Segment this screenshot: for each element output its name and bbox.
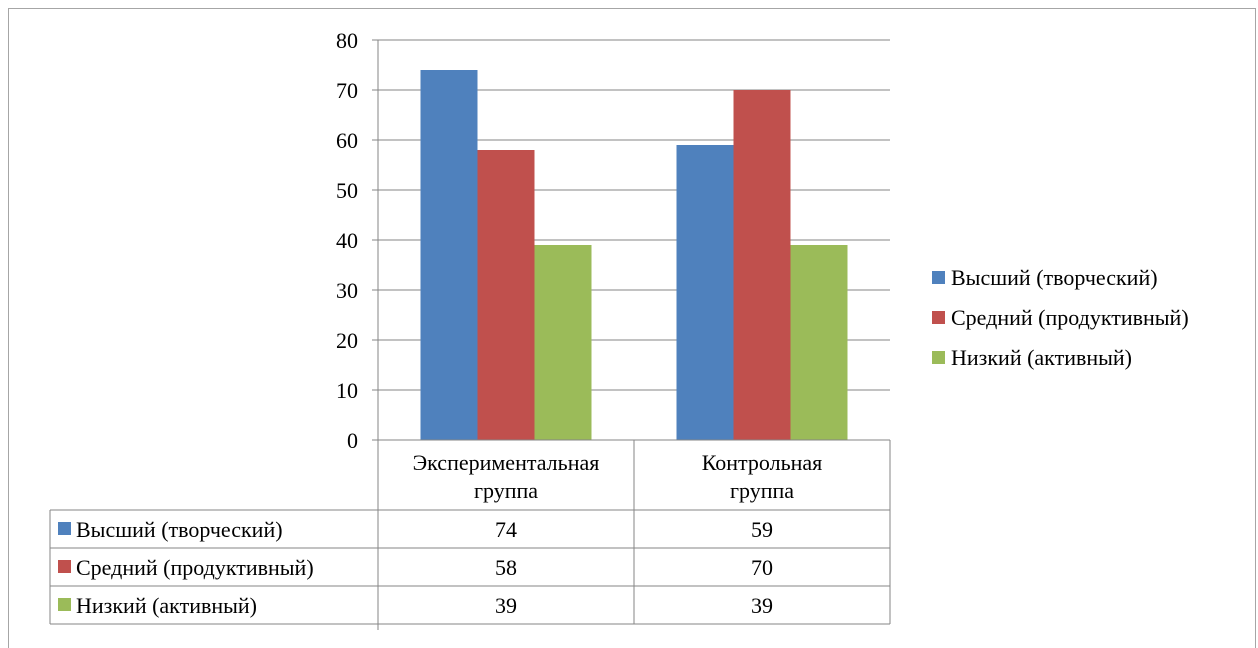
category-label: группа: [730, 478, 794, 503]
data-table: Экспериментальная группа Контрольная группа…: [49, 439, 891, 625]
bar: [676, 145, 734, 440]
chart-frame: [8, 8, 1256, 648]
table-series-label: Низкий (активный): [76, 593, 257, 618]
category-label: Контрольная: [702, 450, 823, 475]
y-tick-label: 70: [336, 78, 358, 103]
legend-label: Средний (продуктивный): [951, 305, 1189, 330]
table-legend-key: [58, 598, 71, 611]
y-tick-label: 0: [347, 428, 358, 453]
bars: [420, 70, 848, 440]
y-tick-label: 20: [336, 328, 358, 353]
bar-chart: 0 10 20 30 40 50 60 70 80 Экспериментальная групп…: [49, 28, 1189, 630]
bar: [477, 150, 535, 440]
table-series-label: Средний (продуктивный): [76, 555, 314, 580]
category-label: Экспериментальная: [413, 450, 600, 475]
y-tick-label: 80: [336, 28, 358, 53]
table-legend-key: [58, 560, 71, 573]
legend: Высший (творческий) Средний (продуктивный…: [932, 265, 1189, 370]
table-series-label: Высший (творческий): [76, 517, 283, 542]
y-tick-label: 60: [336, 128, 358, 153]
bar: [534, 245, 592, 440]
legend-label: Низкий (активный): [951, 345, 1132, 370]
legend-key: [932, 311, 945, 324]
axes: 0 10 20 30 40 50 60 70 80: [336, 28, 379, 630]
bar: [790, 245, 848, 440]
legend-key: [932, 271, 945, 284]
y-tick-label: 10: [336, 378, 358, 403]
table-value: 39: [751, 593, 773, 618]
category-label: группа: [474, 478, 538, 503]
table-legend-key: [58, 522, 71, 535]
table-value: 70: [751, 555, 773, 580]
legend-key: [932, 351, 945, 364]
bar: [733, 90, 791, 440]
table-value: 58: [495, 555, 517, 580]
y-tick-label: 40: [336, 228, 358, 253]
y-tick-label: 50: [336, 178, 358, 203]
bar: [420, 70, 478, 440]
table-value: 59: [751, 517, 773, 542]
table-value: 74: [495, 517, 517, 542]
table-value: 39: [495, 593, 517, 618]
legend-label: Высший (творческий): [951, 265, 1158, 290]
y-tick-label: 30: [336, 278, 358, 303]
